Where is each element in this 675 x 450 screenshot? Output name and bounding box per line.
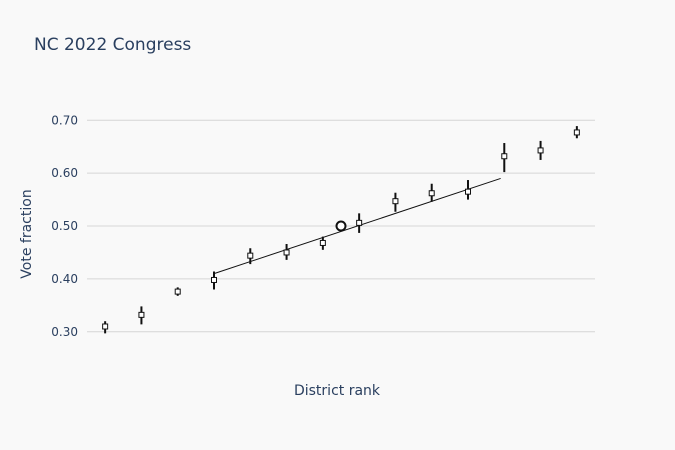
point-marker [283,249,290,256]
trend-line [213,177,501,275]
point-marker [174,288,181,295]
data-point [102,321,109,334]
data-point [573,126,580,139]
y-axis-label: Vote fraction [19,189,35,278]
midpoint-marker [335,220,347,232]
y-tick-label: 0.30 [51,325,78,339]
data-point [319,236,326,250]
chart-title: NC 2022 Congress [34,35,191,55]
point-marker [392,198,399,205]
data-point [356,213,363,233]
data-point [501,143,508,173]
point-marker [465,188,471,195]
data-point [247,248,254,265]
data-point [392,192,399,212]
point-marker [537,147,544,154]
point-marker [501,153,508,160]
point-marker [211,276,217,283]
point-marker [247,252,254,259]
y-tick-label: 0.60 [51,166,78,180]
trend-line-layer [213,177,501,275]
y-tick-label: 0.70 [51,113,78,127]
data-point [174,287,181,296]
y-axis-ticks: 0.30 0.40 0.50 0.60 0.70 [51,113,78,338]
y-tick-label: 0.50 [51,219,78,233]
point-marker [138,311,145,318]
data-point [138,306,145,325]
point-marker [356,219,363,226]
x-axis-label: District rank [294,383,381,399]
data-point [283,244,290,260]
data-points [102,126,580,334]
y-tick-label: 0.40 [51,272,78,286]
data-point [428,183,435,202]
point-marker [319,239,326,246]
data-point [465,180,471,200]
data-point [211,271,217,290]
data-point [537,140,544,160]
point-marker [428,190,435,197]
point-marker [573,129,580,136]
point-marker [102,323,109,330]
